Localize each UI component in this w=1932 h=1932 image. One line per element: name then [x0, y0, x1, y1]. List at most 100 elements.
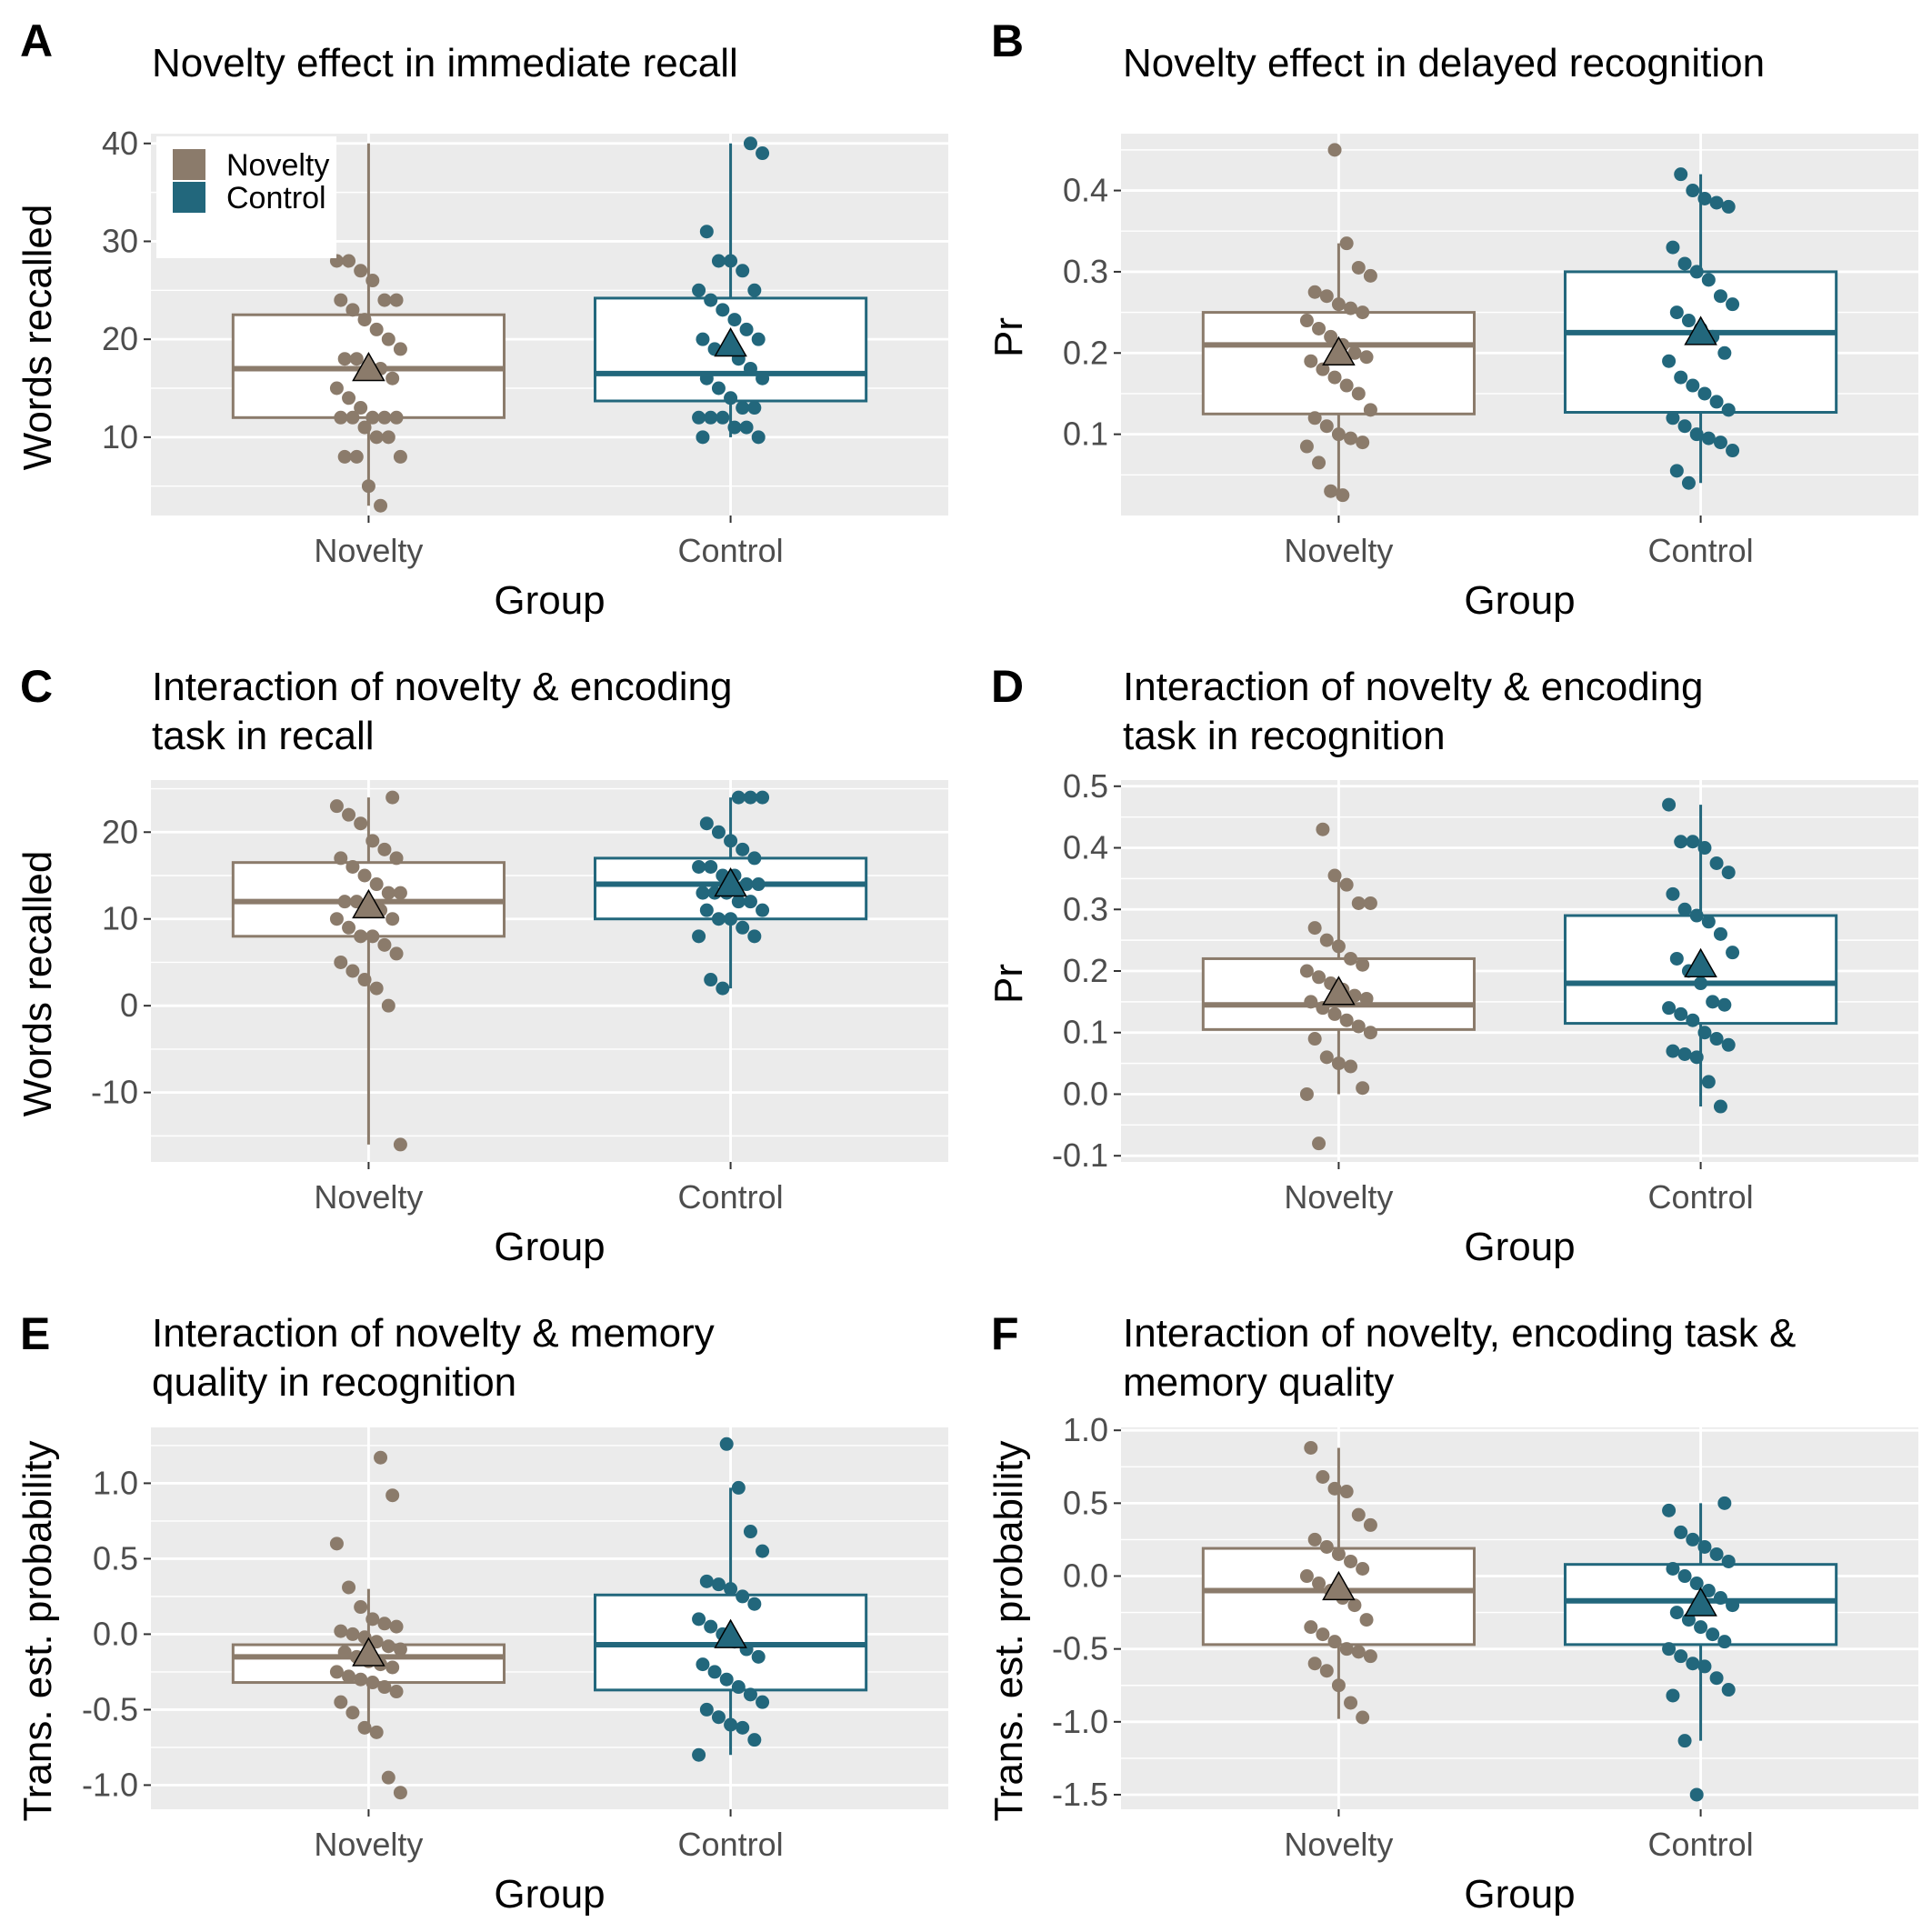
data-point: [345, 410, 360, 425]
x-tick-label: Novelty: [1284, 1178, 1393, 1216]
data-point: [747, 401, 762, 415]
mean-marker: [1322, 335, 1356, 366]
x-tick-label: Control: [678, 532, 784, 569]
data-point: [1331, 939, 1346, 954]
data-point: [1359, 991, 1374, 1006]
data-point: [736, 1720, 750, 1735]
x-tick-label: Control: [678, 1826, 784, 1863]
data-point: [357, 313, 372, 327]
data-point: [1359, 1613, 1374, 1627]
data-point: [329, 381, 344, 395]
data-point: [1674, 1006, 1688, 1021]
mean-marker: [1322, 1570, 1356, 1601]
data-point: [699, 1574, 714, 1588]
y-tick-label: 0.5: [1063, 1484, 1108, 1521]
data-point: [357, 973, 372, 987]
series-novelty: [231, 1450, 506, 1800]
data-point: [1327, 1006, 1342, 1021]
data-point: [381, 886, 395, 900]
series-control: [593, 136, 868, 445]
x-axis-title: Group: [1464, 578, 1575, 623]
series-control: [1563, 1496, 1838, 1802]
data-point: [389, 293, 404, 307]
data-point: [1344, 301, 1358, 315]
data-point: [369, 322, 384, 336]
data-point: [1344, 951, 1358, 966]
data-point: [692, 929, 706, 944]
data-point: [699, 1702, 714, 1717]
data-point: [711, 912, 726, 926]
data-point: [365, 929, 380, 944]
data-point: [381, 998, 395, 1013]
data-point: [1689, 427, 1704, 442]
data-point: [1709, 1547, 1724, 1561]
panel-e: E Interaction of novelty & memoryquality …: [15, 1308, 948, 1917]
data-point: [1686, 378, 1700, 393]
x-axis-title: Group: [1464, 1225, 1575, 1269]
data-point: [1299, 314, 1314, 328]
data-point: [1363, 268, 1377, 283]
data-point: [345, 1706, 360, 1720]
data-point: [743, 361, 757, 375]
data-point: [1319, 289, 1334, 304]
data-point: [1686, 1532, 1700, 1547]
data-point: [736, 1589, 750, 1604]
data-point: [369, 981, 384, 996]
data-point: [377, 1680, 392, 1695]
data-point: [704, 973, 718, 987]
series-control: [593, 1436, 868, 1762]
data-point: [1307, 1032, 1322, 1046]
y-tick-label: 0.0: [93, 1615, 138, 1652]
data-point: [1674, 1649, 1688, 1664]
data-point: [747, 851, 762, 866]
data-point: [389, 410, 404, 425]
data-point: [696, 332, 710, 346]
data-point: [381, 430, 395, 445]
data-point: [345, 1627, 360, 1641]
data-point: [381, 1770, 395, 1785]
data-point: [1726, 444, 1740, 458]
panel-title: Novelty effect in immediate recall: [152, 41, 738, 85]
data-point: [1721, 1683, 1736, 1697]
data-point: [1312, 321, 1326, 335]
data-point: [389, 1685, 404, 1699]
data-point: [393, 886, 407, 900]
data-point: [756, 371, 770, 385]
data-point: [711, 254, 726, 268]
data-point: [389, 946, 404, 961]
data-point: [1689, 1577, 1704, 1591]
data-point: [1327, 370, 1342, 385]
y-tick-label: 1.0: [1063, 1411, 1108, 1448]
y-tick-label: -1.0: [82, 1766, 138, 1803]
y-tick-label: 0.3: [1063, 253, 1108, 290]
data-point: [1697, 191, 1712, 205]
data-point: [1701, 915, 1716, 929]
data-point: [377, 1617, 392, 1631]
data-point: [1713, 926, 1727, 941]
y-tick-label: 0.0: [1063, 1557, 1108, 1595]
data-point: [1356, 435, 1370, 450]
data-point: [1331, 1056, 1346, 1071]
y-tick-label: 0.4: [1063, 829, 1108, 866]
data-point: [1319, 1050, 1334, 1065]
x-tick-label: Control: [678, 1178, 784, 1216]
y-tick-label: -0.5: [1052, 1630, 1108, 1667]
data-point: [1697, 1026, 1712, 1040]
data-point: [1312, 455, 1326, 470]
y-tick-label: -1.0: [1052, 1703, 1108, 1740]
data-point: [1319, 419, 1334, 434]
data-point: [1697, 841, 1712, 856]
data-point: [699, 371, 714, 385]
data-point: [743, 1687, 757, 1702]
data-point: [345, 303, 360, 317]
data-point: [704, 1619, 718, 1634]
data-point: [1363, 1517, 1377, 1532]
data-point: [385, 912, 400, 926]
panel-f: F Interaction of novelty, encoding task &…: [986, 1308, 1918, 1917]
data-point: [1697, 1539, 1712, 1554]
data-point: [704, 293, 718, 307]
data-point: [1299, 439, 1314, 454]
data-point: [1709, 195, 1724, 210]
data-point: [704, 859, 718, 874]
data-point: [751, 332, 766, 346]
